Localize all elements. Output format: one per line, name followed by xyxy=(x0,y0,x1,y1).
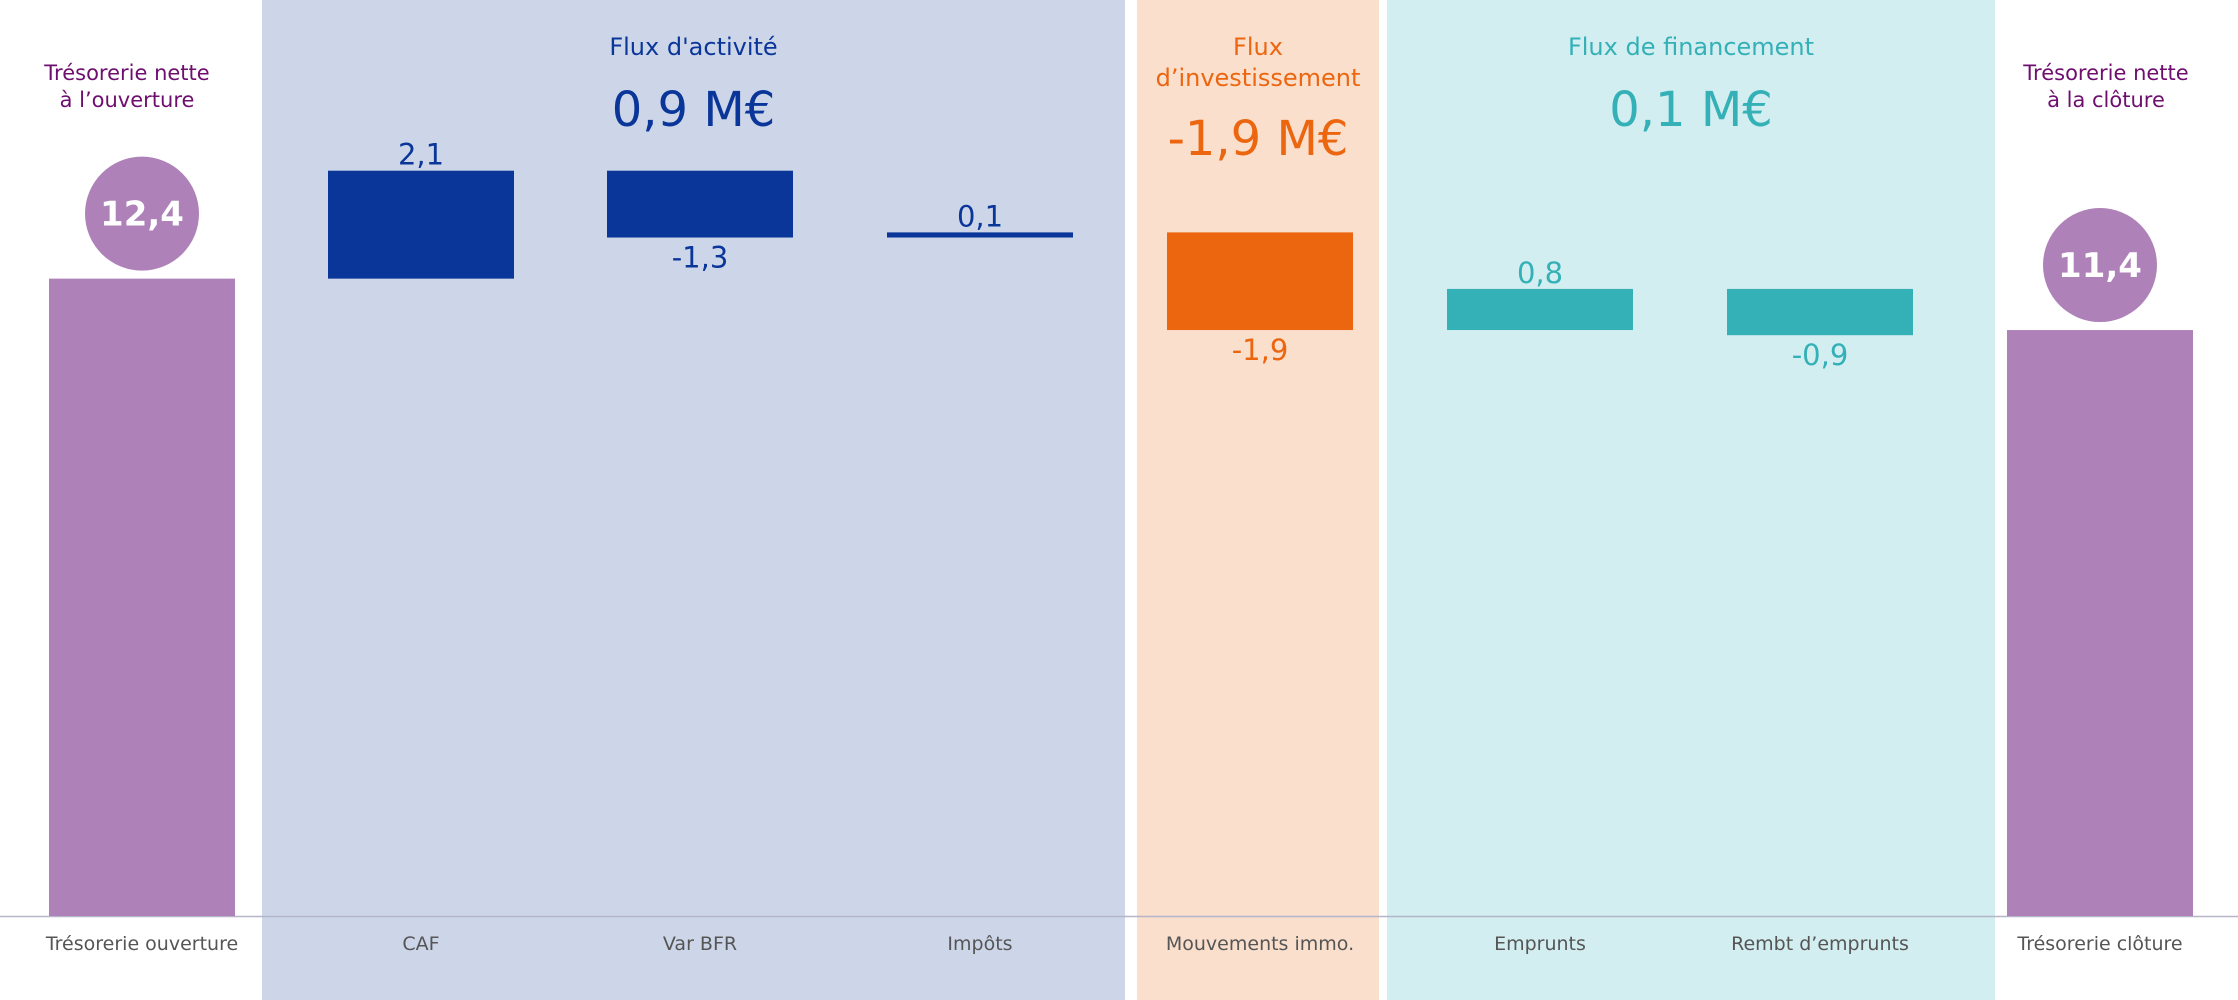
bar-value-label: -0,9 xyxy=(1792,338,1849,372)
bar-total xyxy=(2007,330,2193,916)
bar-value-label: 0,1 xyxy=(957,199,1003,233)
x-tick-label: Impôts xyxy=(947,933,1012,955)
band-title-financement: Flux de financement xyxy=(1568,33,1814,61)
bar-value-label: 0,8 xyxy=(1517,256,1563,290)
bar-value-label: 2,1 xyxy=(398,138,444,172)
total-title-opening: Trésorerie nette xyxy=(43,61,209,85)
bar-activite xyxy=(328,170,514,279)
bar-value-label: 12,4 xyxy=(100,195,184,235)
x-tick-label: Mouvements immo. xyxy=(1166,933,1354,955)
total-value-badge xyxy=(85,156,199,271)
bar-activite xyxy=(887,232,1073,238)
band-subtotal-investissement: -1,9 M€ xyxy=(1168,111,1349,167)
bar-activite xyxy=(607,170,793,238)
band-title-investissement: d’investissement xyxy=(1156,64,1361,92)
x-tick-label: Trésorerie ouverture xyxy=(45,933,238,955)
bar-investissement xyxy=(1167,232,1353,331)
x-tick-label: Var BFR xyxy=(663,933,737,955)
bar-value-label: 11,4 xyxy=(2058,246,2142,286)
bar-value-label: -1,3 xyxy=(672,241,729,275)
total-title-closing: à la clôture xyxy=(2047,88,2165,112)
band-subtotal-activite: 0,9 M€ xyxy=(612,82,776,138)
total-title-opening: à l’ouverture xyxy=(60,88,195,112)
bar-total xyxy=(49,278,235,916)
x-tick-label: Emprunts xyxy=(1494,933,1586,955)
x-tick-label: Trésorerie clôture xyxy=(2016,933,2182,955)
bar-financement xyxy=(1727,288,1913,336)
band-title-investissement: Flux xyxy=(1233,33,1283,61)
bar-financement xyxy=(1447,288,1633,331)
x-tick-label: CAF xyxy=(402,933,439,955)
total-value-badge xyxy=(2043,208,2157,323)
x-tick-label: Rembt d’emprunts xyxy=(1731,933,1909,955)
total-title-closing: Trésorerie nette xyxy=(2022,61,2188,85)
band-investissement xyxy=(1137,0,1379,1000)
band-financement xyxy=(1387,0,1995,1000)
band-subtotal-financement: 0,1 M€ xyxy=(1609,82,1773,138)
band-activite xyxy=(262,0,1125,1000)
band-title-activite: Flux d'activité xyxy=(609,33,777,61)
bar-value-label: -1,9 xyxy=(1232,333,1289,367)
